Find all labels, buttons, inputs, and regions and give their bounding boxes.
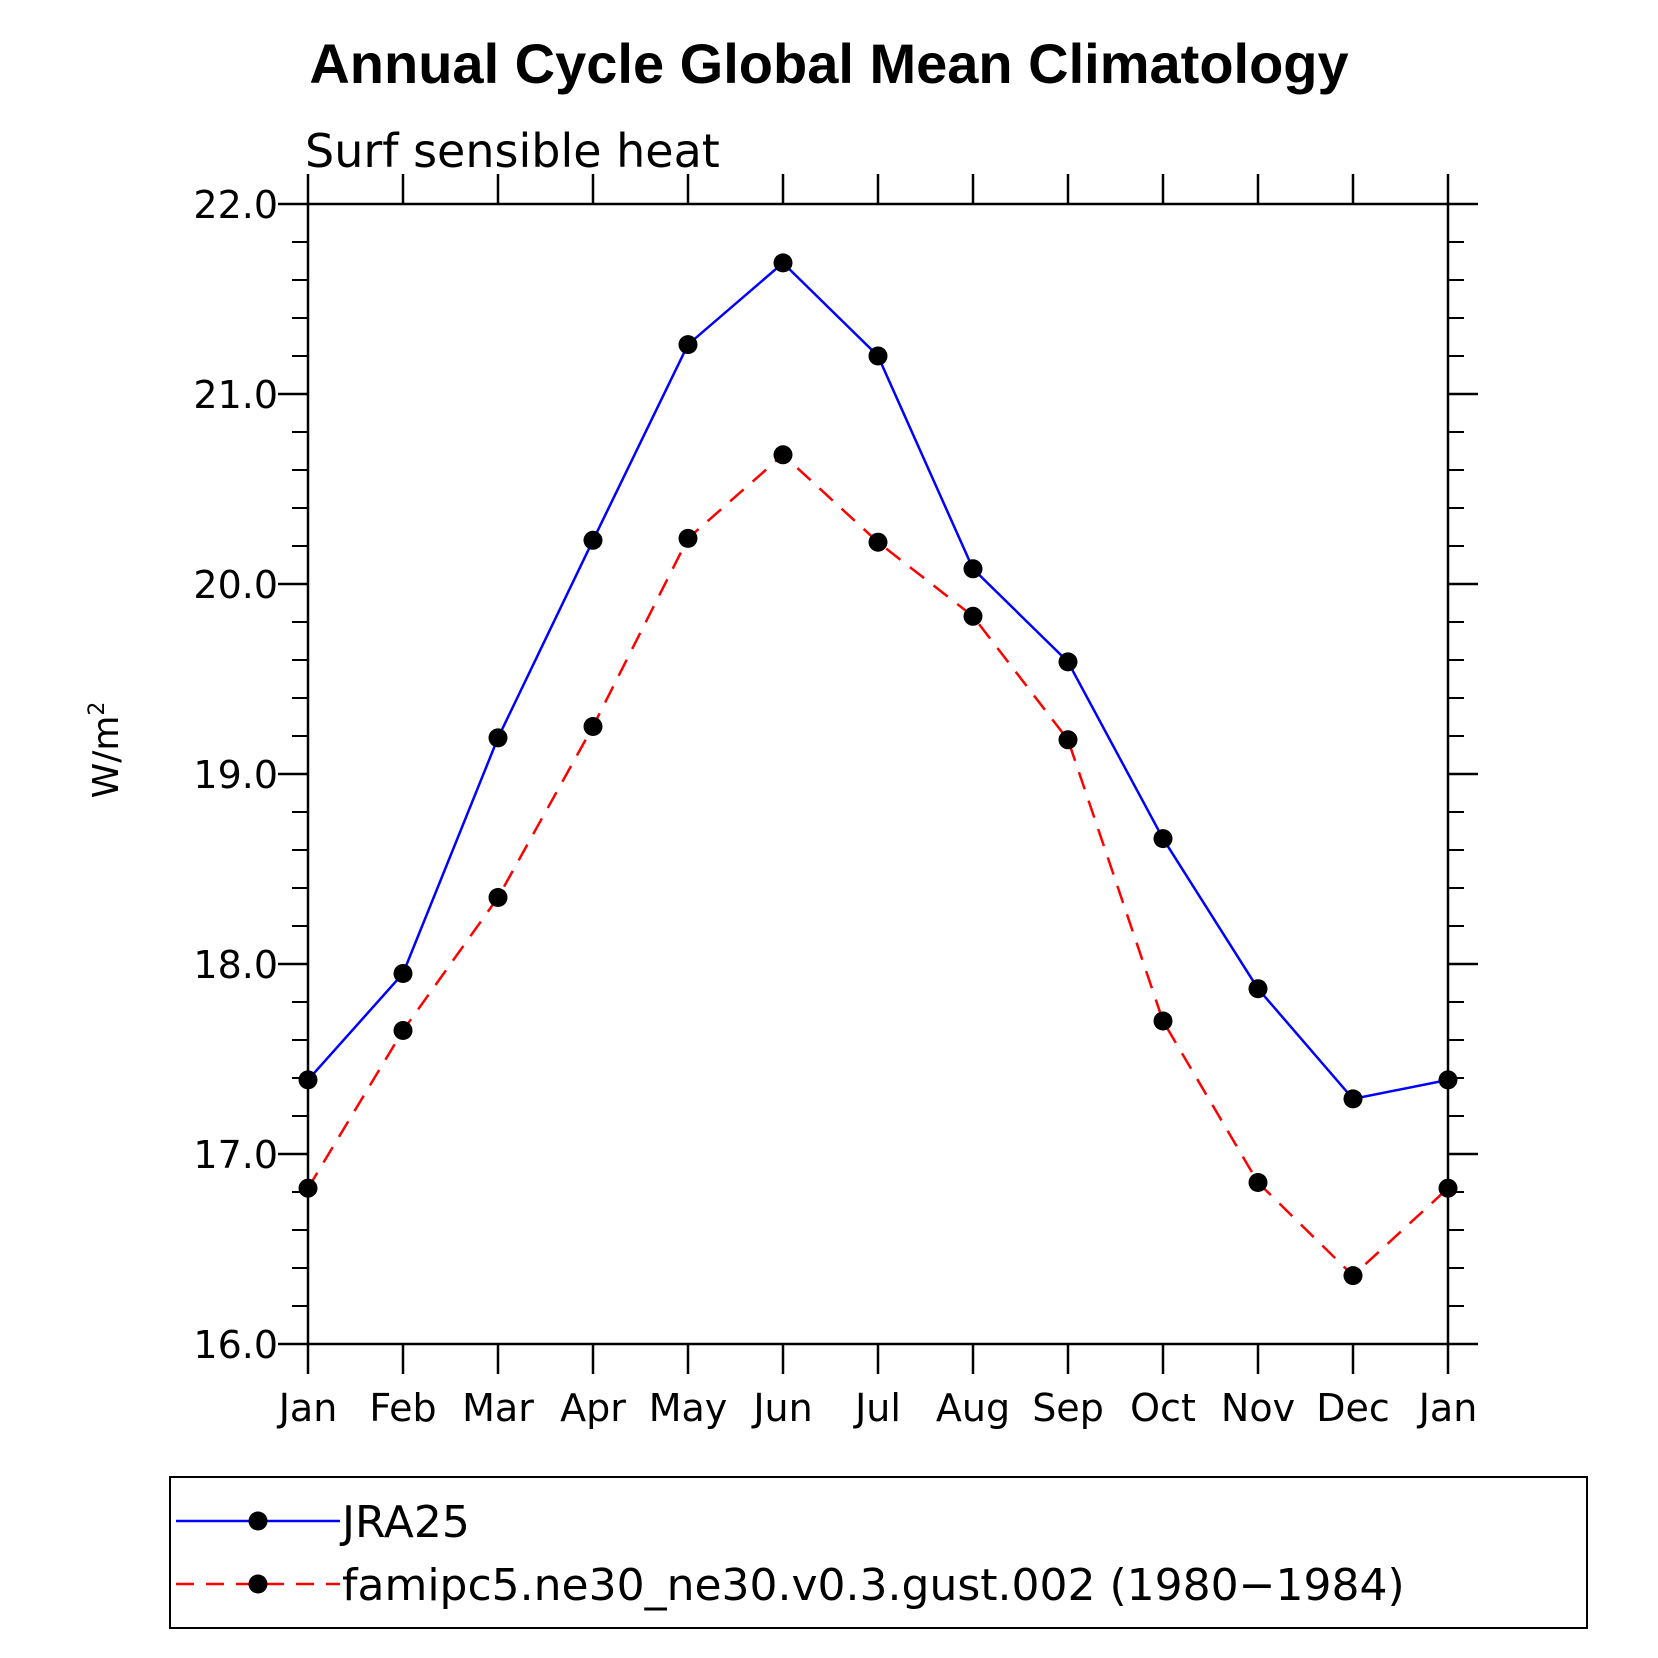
y-axis-label: W/m2 [85, 702, 127, 799]
y-axis-label-group: W/m2 [85, 702, 127, 799]
data-point [1248, 979, 1268, 999]
y-tick-label: 22.0 [193, 183, 278, 227]
x-tick-label: Jul [853, 1386, 901, 1430]
x-tick-label: Mar [462, 1386, 534, 1430]
data-point [868, 532, 888, 552]
x-tick-labels: Jan Feb Mar Apr May Jun Jul Aug Sep Oct Nov Dec Jan [277, 1386, 1478, 1430]
data-point [488, 728, 508, 748]
y-tick-label: 20.0 [193, 563, 278, 607]
x-tick-label: Apr [560, 1386, 626, 1430]
y-tick-label: 16.0 [193, 1323, 278, 1367]
data-point [393, 1021, 413, 1040]
data-point [868, 346, 888, 366]
data-point [1153, 1011, 1173, 1031]
x-tick-label: Jan [1417, 1386, 1478, 1430]
data-point [583, 530, 603, 550]
data-point [1058, 652, 1078, 672]
data-point [963, 606, 983, 626]
data-point [488, 888, 508, 907]
x-tick-label: Aug [936, 1386, 1010, 1430]
x-tick-label: Dec [1316, 1386, 1390, 1430]
data-point [773, 253, 793, 273]
data-point [1343, 1266, 1363, 1286]
axis-ticks [278, 174, 1478, 1374]
y-tick-label: 17.0 [193, 1133, 278, 1177]
data-point [678, 335, 698, 355]
y-tick-label: 19.0 [193, 753, 278, 797]
legend: JRA25 famipc5.ne30_ne30.v0.3.gust.002 (19… [169, 1476, 1588, 1629]
y-tick-label: 18.0 [193, 943, 278, 987]
x-tick-label: Sep [1032, 1386, 1104, 1430]
data-point [1058, 730, 1078, 750]
data-point [393, 964, 413, 983]
legend-items: JRA25 famipc5.ne30_ne30.v0.3.gust.002 (19… [176, 1497, 1405, 1611]
data-point [583, 717, 603, 736]
legend-marker [248, 1574, 268, 1594]
x-tick-label: May [649, 1386, 728, 1430]
chart-title: Annual Cycle Global Mean Climatology [309, 32, 1348, 95]
x-tick-label: Jun [751, 1386, 812, 1430]
legend-label: famipc5.ne30_ne30.v0.3.gust.002 (1980−19… [342, 1560, 1405, 1611]
x-tick-label: Nov [1221, 1386, 1295, 1430]
data-point [963, 559, 983, 579]
data-point [1343, 1089, 1363, 1109]
chart-subtitle: Surf sensible heat [305, 124, 720, 178]
series-layer [298, 253, 1458, 1286]
series-line [307, 261, 1449, 1101]
data-point [1153, 829, 1173, 849]
plot-frame [306, 202, 1450, 1346]
data-point [773, 445, 793, 465]
y-axis-label-base: W/m [86, 716, 127, 799]
data-point [1248, 1173, 1268, 1192]
y-axis-label-superscript: 2 [85, 702, 110, 716]
legend-box [169, 1476, 1588, 1629]
legend-marker [248, 1511, 268, 1531]
y-tick-labels: 16.0 17.0 18.0 19.0 20.0 21.0 22.0 [193, 183, 278, 1367]
legend-label: JRA25 [339, 1497, 470, 1548]
x-tick-label: Oct [1130, 1386, 1196, 1430]
x-tick-label: Feb [369, 1386, 436, 1430]
data-point [678, 528, 698, 548]
x-tick-label: Jan [277, 1386, 338, 1430]
y-tick-label: 21.0 [193, 373, 278, 417]
series-line [306, 453, 1449, 1278]
